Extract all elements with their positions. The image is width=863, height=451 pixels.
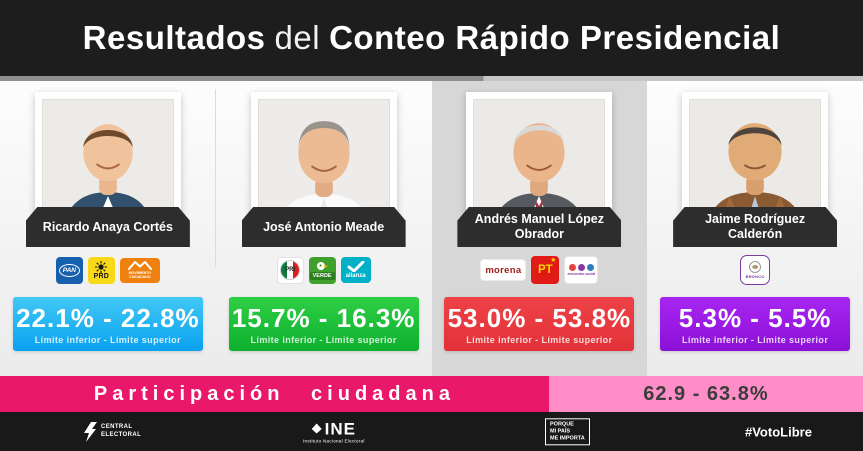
result-bar-rodriguez: 5.3% - 5.5% Límite inferior - Límite sup… [660,297,851,351]
participation-value: 62.9 - 63.8% [548,376,863,412]
candidate-name: Ricardo Anaya Cortés [25,207,190,247]
prd-party-logo: PRD [87,256,115,284]
title-part-3: Conteo Rápido Presidencial [329,19,781,56]
hashtag-votolibre: #VotoLibre [745,424,812,439]
candidate-card-anaya: Ricardo Anaya Cortés PAN PRD [0,81,216,376]
candidate-name: Jaime Rodríguez Calderón [673,207,838,247]
porque-line3: ME IMPORTA [550,435,585,442]
pri-party-logo: PRI [276,256,304,284]
title-part-1: Resultados [82,19,266,56]
result-caption: Límite inferior - Límite superior [466,335,613,345]
footer-bar: CENTRAL ELECTORAL INE Instituto Nacional… [0,412,863,451]
porque-line1: PORQUE [550,420,574,427]
morena-party-logo: morena [480,259,527,281]
result-caption: Límite inferior - Límite superior [250,335,397,345]
candidates-area: Ricardo Anaya Cortés PAN PRD [0,81,863,376]
header-banner: Resultados del Conteo Rápido Presidencial [0,0,863,76]
verde-toucan-icon [317,261,329,270]
result-bar-meade: 15.7% - 16.3% Límite inferior - Límite s… [228,297,419,351]
alianza-check-icon [347,261,365,272]
prd-sun-icon [95,260,108,273]
candidate-name: José Antonio Meade [241,207,406,247]
candidate-card-meade: José Antonio Meade PRI VERDE alianza [216,81,432,376]
result-caption: Límite inferior - Límite superior [34,335,181,345]
party-logos-lopez-obrador: morena PT ★ encuentro social [480,253,599,287]
central-electoral-line1: CENTRAL [101,424,133,431]
ine-label: INE [324,419,357,438]
result-caption: Límite inferior - Límite superior [682,335,829,345]
alianza-label: alianza [345,273,366,279]
mc-eagle-icon [127,260,152,270]
encuentro-people-icon [568,263,594,271]
pt-party-logo: PT ★ [531,256,560,284]
mc-label: MOVIMIENTO CIUDADANO [128,270,152,279]
pt-label: PT [538,264,553,276]
pan-label: PAN [62,266,76,274]
central-electoral-line2: ELECTORAL [101,431,142,438]
header-shadow-strip [0,76,863,81]
party-logos-rodriguez: BRONCO [740,253,771,287]
prd-label: PRD [93,272,110,280]
pri-label: PRI [285,267,296,273]
pt-star-icon: ★ [550,257,557,264]
candidate-name: Andrés Manuel López Obrador [457,207,622,247]
page-title: Resultados del Conteo Rápido Presidencial [83,19,781,57]
encuentro-label: encuentro social [567,271,596,276]
central-electoral-icon [84,421,97,442]
bronco-label: BRONCO [745,274,765,279]
candidate-card-rodriguez: Jaime Rodríguez Calderón BRONCO 5.3% - 5… [647,81,863,376]
central-electoral-text: CENTRAL ELECTORAL [101,424,141,438]
porque-line2: MI PAÍS [550,427,571,434]
porque-mi-pais-badge: PORQUE MI PAÍS ME IMPORTA [545,417,590,446]
encuentro-social-party-logo: encuentro social [564,256,599,284]
nueva-alianza-party-logo: alianza [340,257,371,283]
participation-bar: Participación ciudadana 62.9 - 63.8% [0,376,863,412]
ine-logo: INE Instituto Nacional Electoral [303,420,365,443]
movimiento-ciudadano-party-logo: MOVIMIENTO CIUDADANO [119,257,160,283]
pan-party-logo: PAN [55,256,83,284]
verde-party-logo: VERDE [308,256,336,284]
party-logos-anaya: PAN PRD [55,253,160,287]
ine-subtitle: Instituto Nacional Electoral [303,438,365,443]
result-bar-anaya: 22.1% - 22.8% Límite inferior - Límite s… [12,297,203,351]
result-range: 53.0% - 53.8% [447,303,632,333]
result-range: 22.1% - 22.8% [16,303,200,333]
result-bar-lopez-obrador: 53.0% - 53.8% Límite inferior - Límite s… [444,297,635,351]
result-range: 5.3% - 5.5% [678,303,832,333]
bronco-emblem-icon [749,261,762,273]
morena-label: morena [485,264,522,276]
party-logos-meade: PRI VERDE alianza [276,253,371,287]
result-range: 15.7% - 16.3% [231,303,416,333]
verde-label: VERDE [309,271,335,280]
title-part-2: del [274,19,321,56]
central-electoral-logo: CENTRAL ELECTORAL [84,421,141,442]
ine-diamond-icon [311,423,322,434]
bronco-independent-logo: BRONCO [740,255,771,285]
candidate-card-lopez-obrador: Andrés Manuel López Obrador morena PT ★ … [431,81,648,376]
participation-label: Participación ciudadana [0,376,549,412]
